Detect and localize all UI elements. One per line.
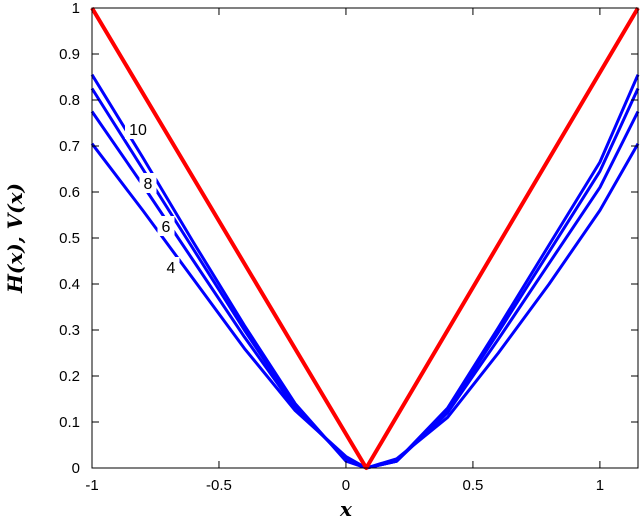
y-tick-label: 0.8	[59, 92, 80, 109]
curve-label-bg	[157, 216, 175, 236]
curve-label-bg	[139, 173, 157, 193]
y-tick-label: 0.5	[59, 230, 80, 247]
x-axis-title: x	[339, 497, 353, 521]
y-tick-label: 1	[72, 0, 80, 17]
curve-label-bg	[125, 119, 151, 139]
axis-ticks: -1 -0.5 0 0.5 100.10.20.30.40.50.60.70.80.91	[59, 0, 639, 494]
x-tick-label: 0	[342, 477, 350, 494]
y-tick-label: 0.2	[59, 368, 80, 385]
curve-label-4: 4	[167, 260, 176, 277]
y-tick-label: 0.3	[59, 322, 80, 339]
x-tick-label: -1	[85, 477, 98, 494]
y-axis-title: H(x), V(x)	[3, 183, 27, 294]
y-tick-label: 0.9	[59, 46, 80, 63]
x-tick-label: 0.5	[463, 477, 484, 494]
plot-area: 4 6 8 10	[90, 6, 640, 470]
curve-label-6: 6	[162, 219, 171, 236]
curve-label-bg	[162, 257, 180, 277]
series-line-6	[90, 110, 640, 470]
y-tick-label: 0.6	[59, 184, 80, 201]
curve-label-8: 8	[144, 176, 153, 193]
series-line-4	[90, 142, 640, 470]
y-tick-label: 0.4	[59, 276, 80, 293]
y-tick-label: 0	[72, 460, 80, 477]
x-tick-label: -0.5	[206, 477, 232, 494]
y-tick-label: 0.1	[59, 414, 80, 431]
x-tick-label: 1	[596, 477, 604, 494]
y-tick-label: 0.7	[59, 138, 80, 155]
curve-label-10: 10	[129, 122, 147, 139]
